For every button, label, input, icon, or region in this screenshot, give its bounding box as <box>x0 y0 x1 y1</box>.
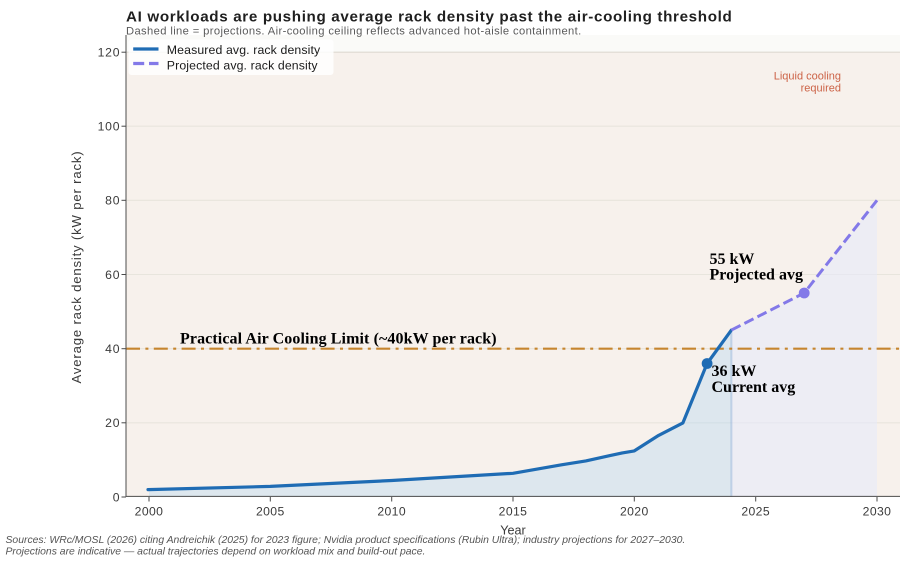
svg-text:40: 40 <box>105 342 120 356</box>
svg-text:36 kW: 36 kW <box>712 363 757 380</box>
svg-text:120: 120 <box>98 45 121 59</box>
svg-text:80: 80 <box>105 194 120 208</box>
svg-text:required: required <box>801 83 841 95</box>
svg-text:0: 0 <box>113 490 121 504</box>
svg-text:Projections are indicative — a: Projections are indicative — actual traj… <box>6 547 426 558</box>
svg-text:60: 60 <box>105 268 120 282</box>
svg-text:Sources: WRc/MOSL (2026) citin: Sources: WRc/MOSL (2026) citing Andreich… <box>6 535 686 546</box>
svg-text:20: 20 <box>105 416 120 430</box>
svg-text:Measured avg. rack density: Measured avg. rack density <box>167 43 321 57</box>
svg-text:Liquid cooling: Liquid cooling <box>774 71 841 83</box>
svg-text:2025: 2025 <box>741 504 770 518</box>
svg-text:Dashed line = projections. Air: Dashed line = projections. Air-cooling c… <box>126 26 582 38</box>
svg-text:55 kW: 55 kW <box>710 251 755 268</box>
svg-text:Projected avg: Projected avg <box>710 267 803 284</box>
svg-text:2010: 2010 <box>377 504 406 518</box>
svg-text:Average rack density (kW per r: Average rack density (kW per rack) <box>69 151 84 384</box>
svg-text:Year: Year <box>500 524 525 538</box>
svg-text:2015: 2015 <box>499 504 528 518</box>
svg-text:2020: 2020 <box>620 504 649 518</box>
svg-text:Projected avg. rack density: Projected avg. rack density <box>167 58 319 72</box>
svg-text:2000: 2000 <box>135 504 164 518</box>
svg-text:Current avg: Current avg <box>712 379 796 396</box>
svg-text:2030: 2030 <box>863 504 892 518</box>
svg-text:AI workloads are pushing avera: AI workloads are pushing average rack de… <box>126 8 732 25</box>
svg-text:Practical Air Cooling Limit (~: Practical Air Cooling Limit (~40kW per r… <box>180 331 497 348</box>
svg-text:2005: 2005 <box>256 504 285 518</box>
svg-text:100: 100 <box>98 120 121 134</box>
